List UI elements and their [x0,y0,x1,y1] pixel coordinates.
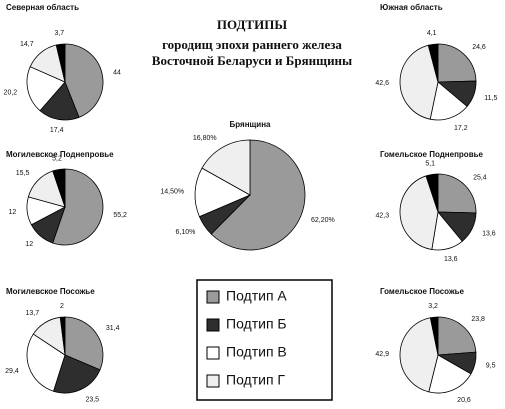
pie-slice [437,43,477,83]
value-label: 11,5 [484,95,497,102]
value-label: 31,4 [106,325,120,332]
chart-title: Могилевское Посожье [6,287,95,296]
value-label: 29,4 [5,368,19,375]
value-label: 4,1 [427,30,437,37]
legend-swatch [206,374,220,388]
pie-slice [437,173,477,214]
pie-slice [26,333,66,392]
chart-title: Могилевское Поднепровье [6,150,114,159]
value-label: 14,7 [20,41,34,48]
legend-label: Подтип Г [226,372,285,388]
value-label: 17,4 [50,127,64,134]
pie-slice [437,316,477,356]
value-label: 55,2 [113,212,127,219]
pie-slice [210,139,306,251]
legend-swatch [206,318,220,332]
value-label: 23,8 [471,316,485,323]
value-label: 62,20% [311,217,335,224]
pie-slice [55,43,66,83]
legend-label: Подтип В [226,344,287,360]
value-label: 24,6 [472,44,486,51]
chart-title: Северная область [6,3,79,12]
value-label: 13,7 [26,310,40,317]
value-label: 14,50% [160,188,184,195]
value-label: 42,9 [375,351,389,358]
main-title: Восточной Беларуси и Брянщины [152,53,352,68]
legend-swatch [206,346,220,360]
main-title: городищ эпохи раннего железа [162,37,342,52]
value-label: 16,80% [193,135,217,142]
value-label: 25,4 [473,175,487,182]
pie-slice [39,81,80,121]
value-label: 5,1 [425,160,435,167]
pie-slice [26,66,66,112]
value-label: 20,6 [457,397,471,404]
pie-slice [52,354,101,394]
pie-slice [399,317,439,393]
pie-slice [399,175,439,250]
value-label: 5,2 [52,155,62,162]
legend-label: Подтип Б [226,316,287,332]
pie-slice [59,316,66,356]
pie-slice [201,139,251,196]
value-label: 42,3 [376,213,390,220]
pie-slice [399,44,439,120]
value-label: 12 [8,209,16,216]
value-label: 42,6 [375,80,389,87]
chart-title: Гомельское Поднепровье [380,150,484,159]
value-label: 3,2 [428,303,438,310]
pie-slice [64,316,104,371]
value-label: 23,5 [85,396,99,403]
legend-label: Подтип А [226,288,287,304]
pie-slice [428,354,472,394]
pie-slice [64,43,104,118]
value-label: 13,6 [482,230,496,237]
value-label: 13,6 [444,256,458,263]
pie-slice [429,316,439,356]
chart-title: Южная область [380,3,443,12]
value-label: 15,5 [16,170,30,177]
value-label: 17,2 [454,125,468,132]
pie-slice [194,167,251,218]
value-label: 3,7 [54,30,64,37]
value-label: 20,2 [4,90,18,97]
pie-slice [52,168,66,208]
pie-slice [425,173,439,213]
value-label: 9,5 [486,363,496,370]
value-label: 44 [113,70,121,77]
value-label: 12 [25,241,33,248]
chart-title: Брянщина [230,120,272,129]
value-label: 2 [60,303,64,310]
pie-slice [427,43,439,83]
chart-title: Гомельское Посожье [380,287,465,296]
legend-swatch [206,290,220,304]
main-title: ПОДТИПЫ [217,17,287,32]
value-label: 6,10% [176,229,196,236]
